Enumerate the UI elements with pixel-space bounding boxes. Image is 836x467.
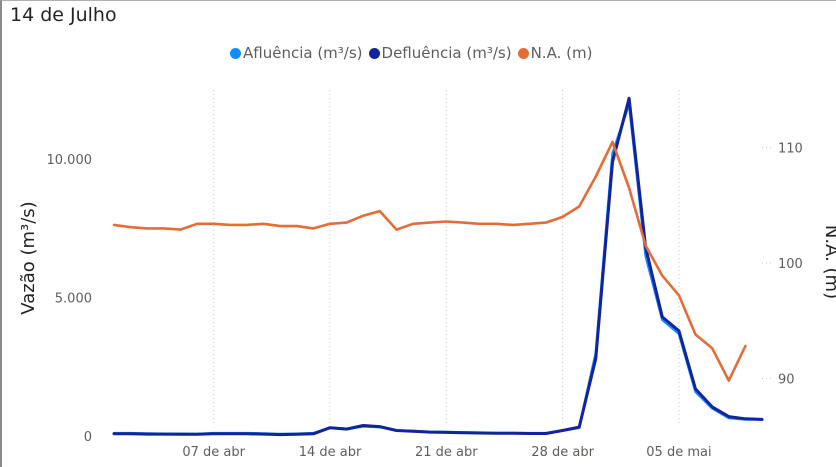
y-right-tick-label: 90 <box>778 372 795 387</box>
x-tick-label: 14 de abr <box>299 445 362 460</box>
legend-label-defluencia: Defluência (m³/s) <box>381 44 512 62</box>
y-axis-right-ticks: 90 100 110 <box>762 142 803 387</box>
x-tick-label: 05 de mai <box>646 445 711 460</box>
legend-item-na[interactable]: N.A. (m) <box>517 44 593 62</box>
y-right-tick-label: 100 <box>778 257 803 272</box>
series-line-afluencia[interactable] <box>112 102 764 436</box>
series-line-defluencia[interactable] <box>112 96 764 437</box>
y-left-tick-label: 10.000 <box>47 153 93 168</box>
grid-lines <box>213 90 680 424</box>
chart-legend: Afluência (m³/s) Defluência (m³/s) N.A. … <box>230 44 592 62</box>
legend-item-defluencia[interactable]: Defluência (m³/s) <box>368 44 512 62</box>
y-axis-left-label: Vazão (m³/s) <box>18 201 39 314</box>
legend-marker-na <box>517 47 529 59</box>
y-left-tick-label: 5.000 <box>55 292 92 307</box>
y-axis-right-label: N.A. (m) <box>821 225 836 299</box>
chart-title: 14 de Julho <box>10 4 117 26</box>
y-axis-left-ticks: 0 5.000 10.000 <box>47 153 93 445</box>
y-right-tick-label: 110 <box>778 142 803 157</box>
series-lines <box>112 96 764 437</box>
x-tick-label: 07 de abr <box>182 445 245 460</box>
legend-item-afluencia[interactable]: Afluência (m³/s) <box>230 44 363 62</box>
x-axis-ticks: 07 de abr 14 de abr 21 de abr 28 de abr 05 d… <box>182 445 711 460</box>
y-left-tick-label: 0 <box>84 430 92 445</box>
legend-label-na: N.A. (m) <box>530 44 593 62</box>
series-line-na[interactable] <box>112 140 747 382</box>
legend-marker-afluencia <box>230 47 241 59</box>
legend-marker-defluencia <box>368 47 380 59</box>
x-tick-label: 21 de abr <box>415 445 478 460</box>
legend-label-afluencia: Afluência (m³/s) <box>243 44 363 62</box>
x-tick-label: 28 de abr <box>531 445 594 460</box>
